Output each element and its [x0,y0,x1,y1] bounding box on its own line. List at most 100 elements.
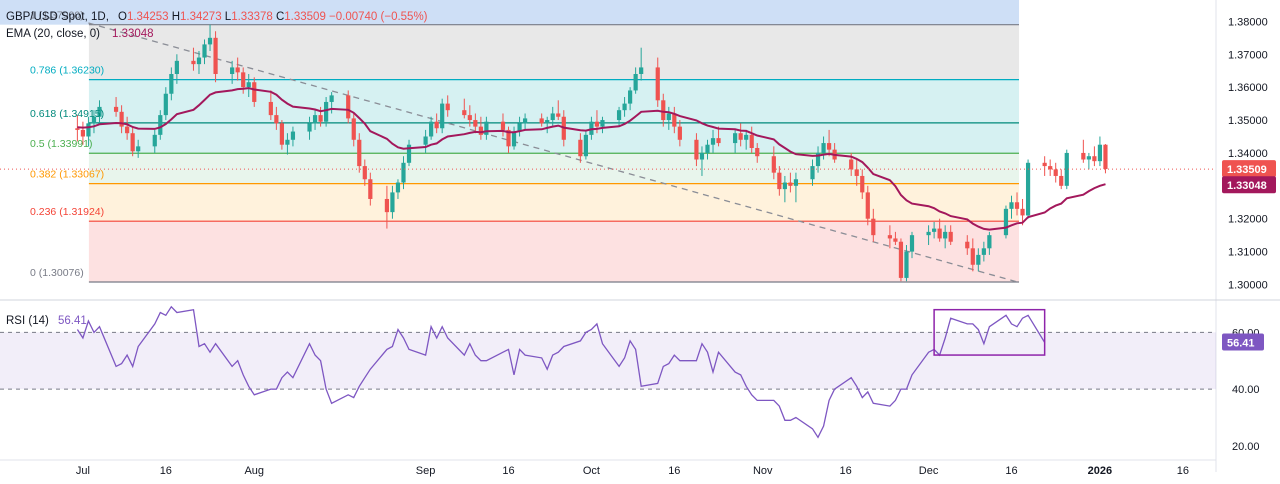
candle-body[interactable] [815,152,821,167]
ema20-line[interactable] [77,87,1106,231]
candle[interactable] [80,121,86,145]
candle[interactable] [235,57,240,81]
candle-body[interactable] [324,101,329,122]
candle[interactable] [782,175,787,203]
candle-body[interactable] [943,231,948,239]
candle-body[interactable] [246,82,251,88]
candle[interactable] [1097,136,1103,167]
candle-body[interactable] [733,133,738,144]
candle-body[interactable] [1042,162,1047,167]
candle[interactable] [628,87,633,111]
rsi-line[interactable] [76,305,1046,439]
candle[interactable] [174,54,179,84]
candle-body[interactable] [125,126,130,134]
candle-body[interactable] [207,37,213,45]
candle[interactable] [672,106,677,134]
candle[interactable] [655,57,660,107]
candle-body[interactable] [1103,144,1108,170]
candle-body[interactable] [821,143,826,153]
candle-body[interactable] [241,72,246,88]
candle-body[interactable] [788,182,793,186]
candle[interactable] [434,113,439,134]
candle-body[interactable] [600,120,605,127]
last-price-badge[interactable] [1222,160,1276,178]
candle-body[interactable] [235,67,240,73]
candle-body[interactable] [80,129,86,137]
candle-body[interactable] [699,152,705,160]
candle-body[interactable] [346,95,351,119]
candle[interactable] [710,129,716,153]
candle[interactable] [871,208,876,242]
candle-body[interactable] [506,129,511,147]
candle-body[interactable] [163,93,168,116]
candle[interactable] [202,39,207,65]
time-axis[interactable]: Jul 16 Aug Sep 16 Oct 16 Nov 16 Dec 16 2026 16 [0,459,1216,477]
candle-body[interactable] [1048,166,1053,170]
candle[interactable] [196,50,202,74]
candle[interactable] [821,136,826,160]
candle-body[interactable] [1097,144,1103,162]
candle[interactable] [898,238,904,282]
candle[interactable] [158,110,163,140]
candle[interactable] [462,98,467,119]
candle-body[interactable] [1003,208,1009,236]
candle[interactable] [1014,192,1020,216]
candle[interactable] [1020,198,1025,226]
candle-body[interactable] [279,123,284,145]
candle-body[interactable] [290,131,296,140]
candle-body[interactable] [75,128,80,130]
candle-body[interactable] [196,57,202,65]
candle[interactable] [622,97,627,117]
candle[interactable] [1086,152,1091,170]
candle[interactable] [163,87,168,121]
candle-body[interactable] [1092,156,1097,162]
candle-body[interactable] [484,121,489,135]
candle[interactable] [755,143,760,163]
candle[interactable] [351,113,356,147]
candle-body[interactable] [274,115,279,124]
candle[interactable] [279,120,284,150]
candle-body[interactable] [622,103,627,111]
candle[interactable] [312,110,318,130]
candle[interactable] [810,159,815,186]
candle[interactable] [965,235,970,255]
candle-body[interactable] [810,166,815,180]
candle-body[interactable] [252,82,257,102]
candle-body[interactable] [357,139,362,167]
candle-body[interactable] [661,100,666,121]
candle-body[interactable] [987,235,992,249]
candle-body[interactable] [362,166,367,180]
candle[interactable] [113,97,119,117]
candle[interactable] [346,90,351,124]
candle[interactable] [744,129,749,150]
candle-body[interactable] [937,228,942,239]
candle-body[interactable] [705,144,710,153]
candle-body[interactable] [909,235,915,252]
candle-body[interactable] [500,121,506,130]
candle[interactable] [136,139,141,158]
candle-body[interactable] [1020,208,1025,216]
candle[interactable] [976,248,981,272]
candle[interactable] [948,225,953,246]
candle-body[interactable] [91,116,97,124]
ema-price-badge[interactable] [1222,176,1276,194]
candle[interactable] [600,116,605,134]
candle[interactable] [285,133,290,155]
candle[interactable] [539,113,544,127]
candle-body[interactable] [434,121,439,129]
candle-body[interactable] [158,115,163,135]
candle[interactable] [661,93,666,127]
candle[interactable] [589,116,594,140]
candle[interactable] [274,106,279,130]
candle[interactable] [191,47,196,71]
candle-body[interactable] [782,182,787,190]
candle[interactable] [406,139,412,167]
candle[interactable] [738,123,743,147]
candle[interactable] [467,105,472,127]
candle[interactable] [578,133,583,163]
candle-body[interactable] [965,241,970,249]
price-axis[interactable]: 1.38000 1.37000 1.36000 1.35000 1.34000 1.320… [0,0,1280,472]
candle-body[interactable] [539,118,544,124]
candle[interactable] [423,129,428,153]
candle-body[interactable] [716,138,721,144]
